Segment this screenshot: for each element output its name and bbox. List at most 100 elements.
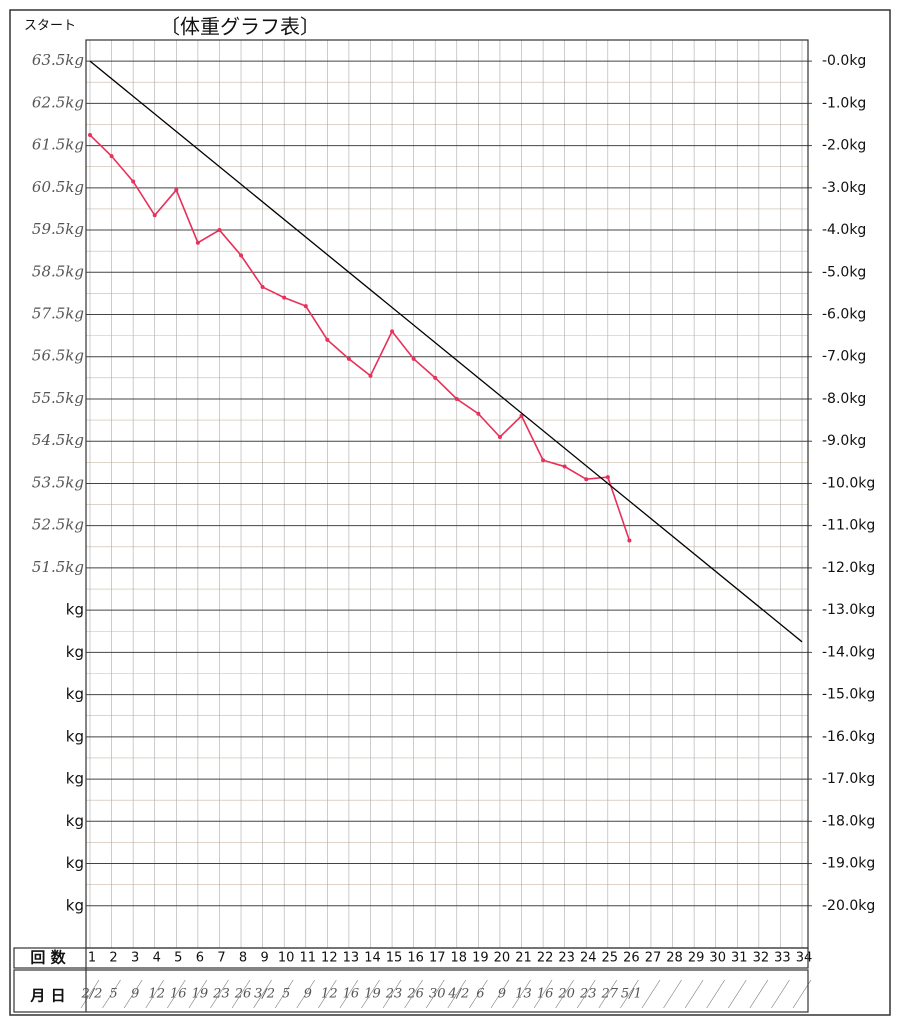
y-tick-label: kg <box>66 812 84 830</box>
data-point <box>131 179 136 184</box>
y2-tick-label: -2.0kg <box>822 138 866 154</box>
chart-title: 〔体重グラフ表〕 <box>160 15 320 39</box>
x-tick-label: 20 <box>494 951 511 966</box>
date-divider <box>210 979 229 1009</box>
data-point <box>109 154 114 159</box>
data-point <box>497 434 502 439</box>
x-tick-label: 24 <box>580 951 597 966</box>
x-tick-label: 29 <box>688 951 705 966</box>
data-point <box>584 477 589 482</box>
y-tick-label: 54.5kg <box>32 431 84 449</box>
date-divider <box>620 979 639 1009</box>
x-tick-label: 34 <box>796 951 813 966</box>
y2-tick-label: -8.0kg <box>822 391 866 407</box>
x-tick-label: 16 <box>407 951 424 966</box>
y2-tick-label: -5.0kg <box>822 264 866 280</box>
y2-tick-label: -4.0kg <box>822 222 866 238</box>
x-tick-label: 9 <box>260 951 268 966</box>
frame <box>9 9 891 1016</box>
date-divider <box>447 979 467 1009</box>
data-point <box>260 285 265 290</box>
date-label: 20 <box>557 987 575 1002</box>
y-tick-label: 52.5kg <box>32 516 84 534</box>
date-divider <box>555 979 574 1009</box>
date-label: 9 <box>304 987 312 1002</box>
x-tick-label: 22 <box>537 951 554 966</box>
y2-tick-label: -6.0kg <box>822 307 866 323</box>
y2-tick-label: -3.0kg <box>822 180 866 196</box>
x-tick-label: 15 <box>386 951 403 966</box>
y2-tick-label: -9.0kg <box>822 433 866 449</box>
x-tick-label: 32 <box>753 951 770 966</box>
x-tick-label: 8 <box>239 951 247 966</box>
y2-tick-label: -20.0kg <box>822 898 875 914</box>
date-divider <box>231 979 251 1009</box>
data-point <box>476 411 481 416</box>
date-divider <box>318 979 337 1009</box>
y2-tick-label: -0.0kg <box>822 53 866 69</box>
x-tick-label: 21 <box>515 951 532 966</box>
y2-tick-label: -10.0kg <box>822 475 875 491</box>
y-tick-label: 51.5kg <box>32 558 84 576</box>
x-tick-label: 25 <box>602 951 619 966</box>
x-axis-label: 回 数 <box>30 949 66 967</box>
date-label: 27 <box>601 987 619 1002</box>
x-tick-label: 4 <box>153 951 161 966</box>
date-label: 2/2 <box>81 987 103 1002</box>
y-tick-label: 59.5kg <box>32 220 84 238</box>
data-point <box>541 458 546 463</box>
data-point <box>152 213 157 218</box>
y2-tick-label: -17.0kg <box>822 771 875 787</box>
date-divider <box>404 979 423 1009</box>
x-tick-label: 19 <box>472 951 489 966</box>
data-point <box>627 538 632 543</box>
date-divider <box>253 979 272 1009</box>
x-tick-label: 30 <box>709 951 726 966</box>
data-point <box>411 356 416 361</box>
y-tick-label: 58.5kg <box>32 262 84 280</box>
y2-tick-label: -12.0kg <box>822 560 875 576</box>
date-row <box>13 969 809 1013</box>
date-label: 5 <box>282 987 290 1002</box>
x-tick-label: 3 <box>131 951 139 966</box>
x-tick-label: 23 <box>558 951 575 966</box>
y-tick-label: 56.5kg <box>32 347 84 365</box>
data-point <box>519 413 524 418</box>
date-label: 4/2 <box>447 987 469 1002</box>
date-divider <box>296 979 316 1009</box>
data-point <box>390 329 395 334</box>
date-divider <box>361 979 380 1009</box>
date-divider <box>598 979 618 1009</box>
date-label: 23 <box>579 987 597 1002</box>
y2-tick-label: -11.0kg <box>822 518 875 534</box>
y-tick-label: kg <box>66 685 84 703</box>
date-label: 26 <box>406 987 424 1002</box>
date-label: 16 <box>537 987 554 1002</box>
data-point <box>368 373 373 378</box>
data-point <box>239 253 244 258</box>
data-point <box>303 304 308 309</box>
date-label: 16 <box>343 987 360 1002</box>
y2-tick-label: -7.0kg <box>822 349 866 365</box>
data-point <box>454 396 459 401</box>
y2-tick-label: -16.0kg <box>822 729 875 745</box>
x-tick-label: 6 <box>196 951 204 966</box>
date-label: 19 <box>364 987 381 1002</box>
data-point <box>346 356 351 361</box>
date-label: 5 <box>109 987 117 1002</box>
data-point <box>433 375 438 380</box>
x-tick-label: 7 <box>217 951 225 966</box>
series-line <box>89 134 631 541</box>
date-divider <box>490 979 510 1009</box>
x-tick-label: 13 <box>343 951 360 966</box>
y2-tick-label: -1.0kg <box>822 95 866 111</box>
data-point <box>562 464 567 469</box>
date-divider <box>102 979 121 1009</box>
date-label: 5/1 <box>621 987 642 1002</box>
data-point <box>217 228 222 233</box>
data-point <box>605 475 610 480</box>
date-divider <box>425 979 445 1009</box>
y-tick-label: 55.5kg <box>32 389 84 407</box>
y2-tick-label: -19.0kg <box>822 856 875 872</box>
data-point <box>325 337 330 342</box>
